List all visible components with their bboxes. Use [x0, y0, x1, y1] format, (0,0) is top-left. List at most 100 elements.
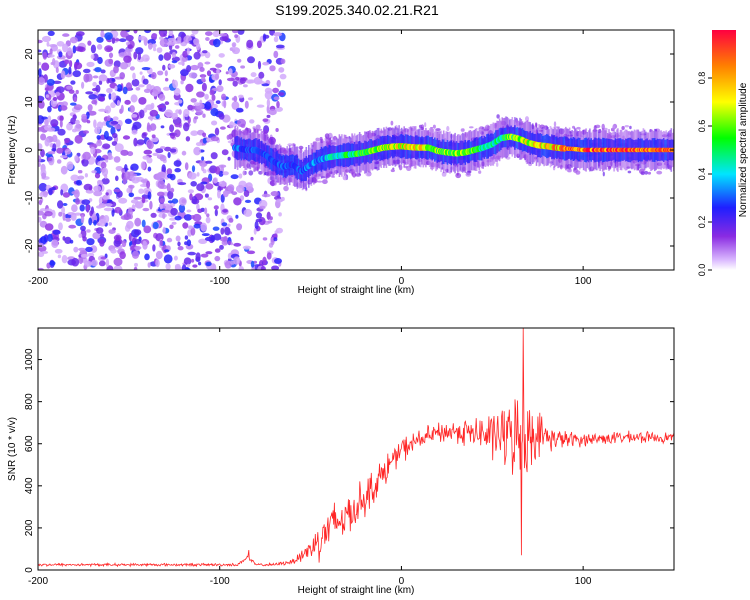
noise-blob: [261, 83, 270, 87]
noise-blob: [212, 177, 218, 184]
noise-blob: [186, 239, 192, 247]
noise-blob: [86, 120, 91, 124]
noise-blob: [81, 81, 85, 89]
noise-blob: [262, 61, 270, 66]
snr-x-tick-label: 100: [575, 576, 592, 587]
noise-blob: [621, 126, 625, 130]
noise-blob: [51, 209, 56, 219]
snr-y-tick-label: 600: [24, 435, 35, 452]
noise-blob: [93, 219, 97, 226]
noise-blob: [38, 77, 46, 86]
noise-blob: [218, 181, 227, 187]
noise-blob: [171, 198, 179, 204]
noise-blob: [238, 266, 244, 270]
noise-blob: [47, 233, 53, 242]
noise-blob: [262, 237, 268, 241]
noise-blob: [68, 89, 75, 94]
noise-blob: [93, 190, 103, 197]
noise-blob: [135, 87, 141, 91]
noise-blob: [93, 119, 97, 128]
noise-blob: [81, 158, 89, 167]
noise-blob: [71, 257, 80, 267]
noise-blob: [161, 164, 166, 173]
snr-y-tick-label: 200: [24, 519, 35, 536]
noise-blob: [209, 67, 217, 71]
noise-blob: [432, 124, 436, 129]
noise-blob: [576, 126, 581, 130]
noise-blob: [144, 253, 150, 261]
noise-blob: [66, 122, 73, 131]
noise-blob: [113, 234, 122, 241]
noise-blob: [75, 197, 80, 205]
noise-blob: [221, 222, 228, 227]
noise-blob: [166, 183, 171, 192]
noise-blob: [261, 193, 271, 198]
noise-blob: [139, 109, 145, 119]
noise-blob: [101, 167, 109, 177]
noise-blob: [96, 44, 103, 50]
noise-blob: [214, 248, 221, 253]
noise-blob: [62, 236, 66, 241]
noise-blob: [130, 199, 139, 204]
snr-y-ticks: 0 200 400 600 800 1000: [24, 348, 674, 573]
colorbar-tick-label: 0.2: [697, 216, 707, 229]
noise-blob: [210, 136, 220, 142]
noise-blob: [567, 169, 572, 173]
noise-blob: [61, 255, 68, 264]
noise-blob: [244, 199, 252, 203]
snr-y-tick-label: 400: [24, 477, 35, 494]
noise-blob: [83, 73, 90, 83]
noise-blob: [54, 248, 63, 254]
noise-blob: [190, 98, 197, 103]
noise-blob: [193, 51, 201, 60]
noise-blob: [126, 187, 131, 194]
noise-blob: [60, 70, 66, 79]
noise-blob: [133, 137, 138, 147]
noise-blob: [228, 217, 234, 223]
noise-blob: [133, 196, 142, 200]
noise-blob: [96, 36, 104, 43]
noise-blob: [119, 61, 129, 70]
noise-blob: [159, 239, 164, 247]
noise-blob: [183, 108, 190, 118]
noise-blob: [202, 137, 207, 144]
noise-blob: [91, 259, 98, 267]
spectrogram-noise: [38, 30, 672, 270]
noise-blob: [66, 85, 73, 90]
noise-blob: [264, 87, 273, 94]
noise-blob: [273, 32, 283, 37]
noise-blob: [269, 65, 276, 72]
noise-blob: [80, 254, 89, 258]
noise-blob: [133, 266, 138, 270]
figure-title: S199.2025.340.02.21.R21: [275, 2, 439, 18]
noise-blob: [255, 212, 263, 219]
noise-blob: [191, 165, 196, 173]
noise-blob: [98, 108, 107, 112]
noise-blob: [178, 61, 184, 65]
noise-blob: [196, 203, 200, 211]
noise-blob: [246, 39, 254, 49]
noise-blob: [169, 148, 177, 153]
noise-blob: [38, 61, 42, 66]
noise-blob: [42, 35, 51, 43]
noise-blob: [112, 116, 119, 121]
noise-blob: [88, 186, 93, 191]
noise-blob: [181, 150, 187, 156]
noise-blob: [140, 161, 146, 170]
noise-blob: [204, 101, 212, 110]
noise-blob: [268, 109, 277, 116]
noise-blob: [259, 205, 266, 210]
noise-blob: [273, 237, 278, 242]
noise-blob: [137, 35, 147, 41]
noise-blob: [87, 252, 95, 257]
noise-blob: [197, 62, 204, 69]
noise-blob: [87, 110, 97, 116]
noise-blob: [49, 48, 53, 56]
noise-blob: [193, 38, 200, 46]
noise-blob: [65, 217, 72, 222]
noise-blob: [96, 205, 103, 209]
noise-blob: [204, 61, 211, 65]
noise-blob: [273, 50, 279, 59]
noise-blob: [129, 66, 135, 71]
noise-blob: [47, 157, 53, 162]
